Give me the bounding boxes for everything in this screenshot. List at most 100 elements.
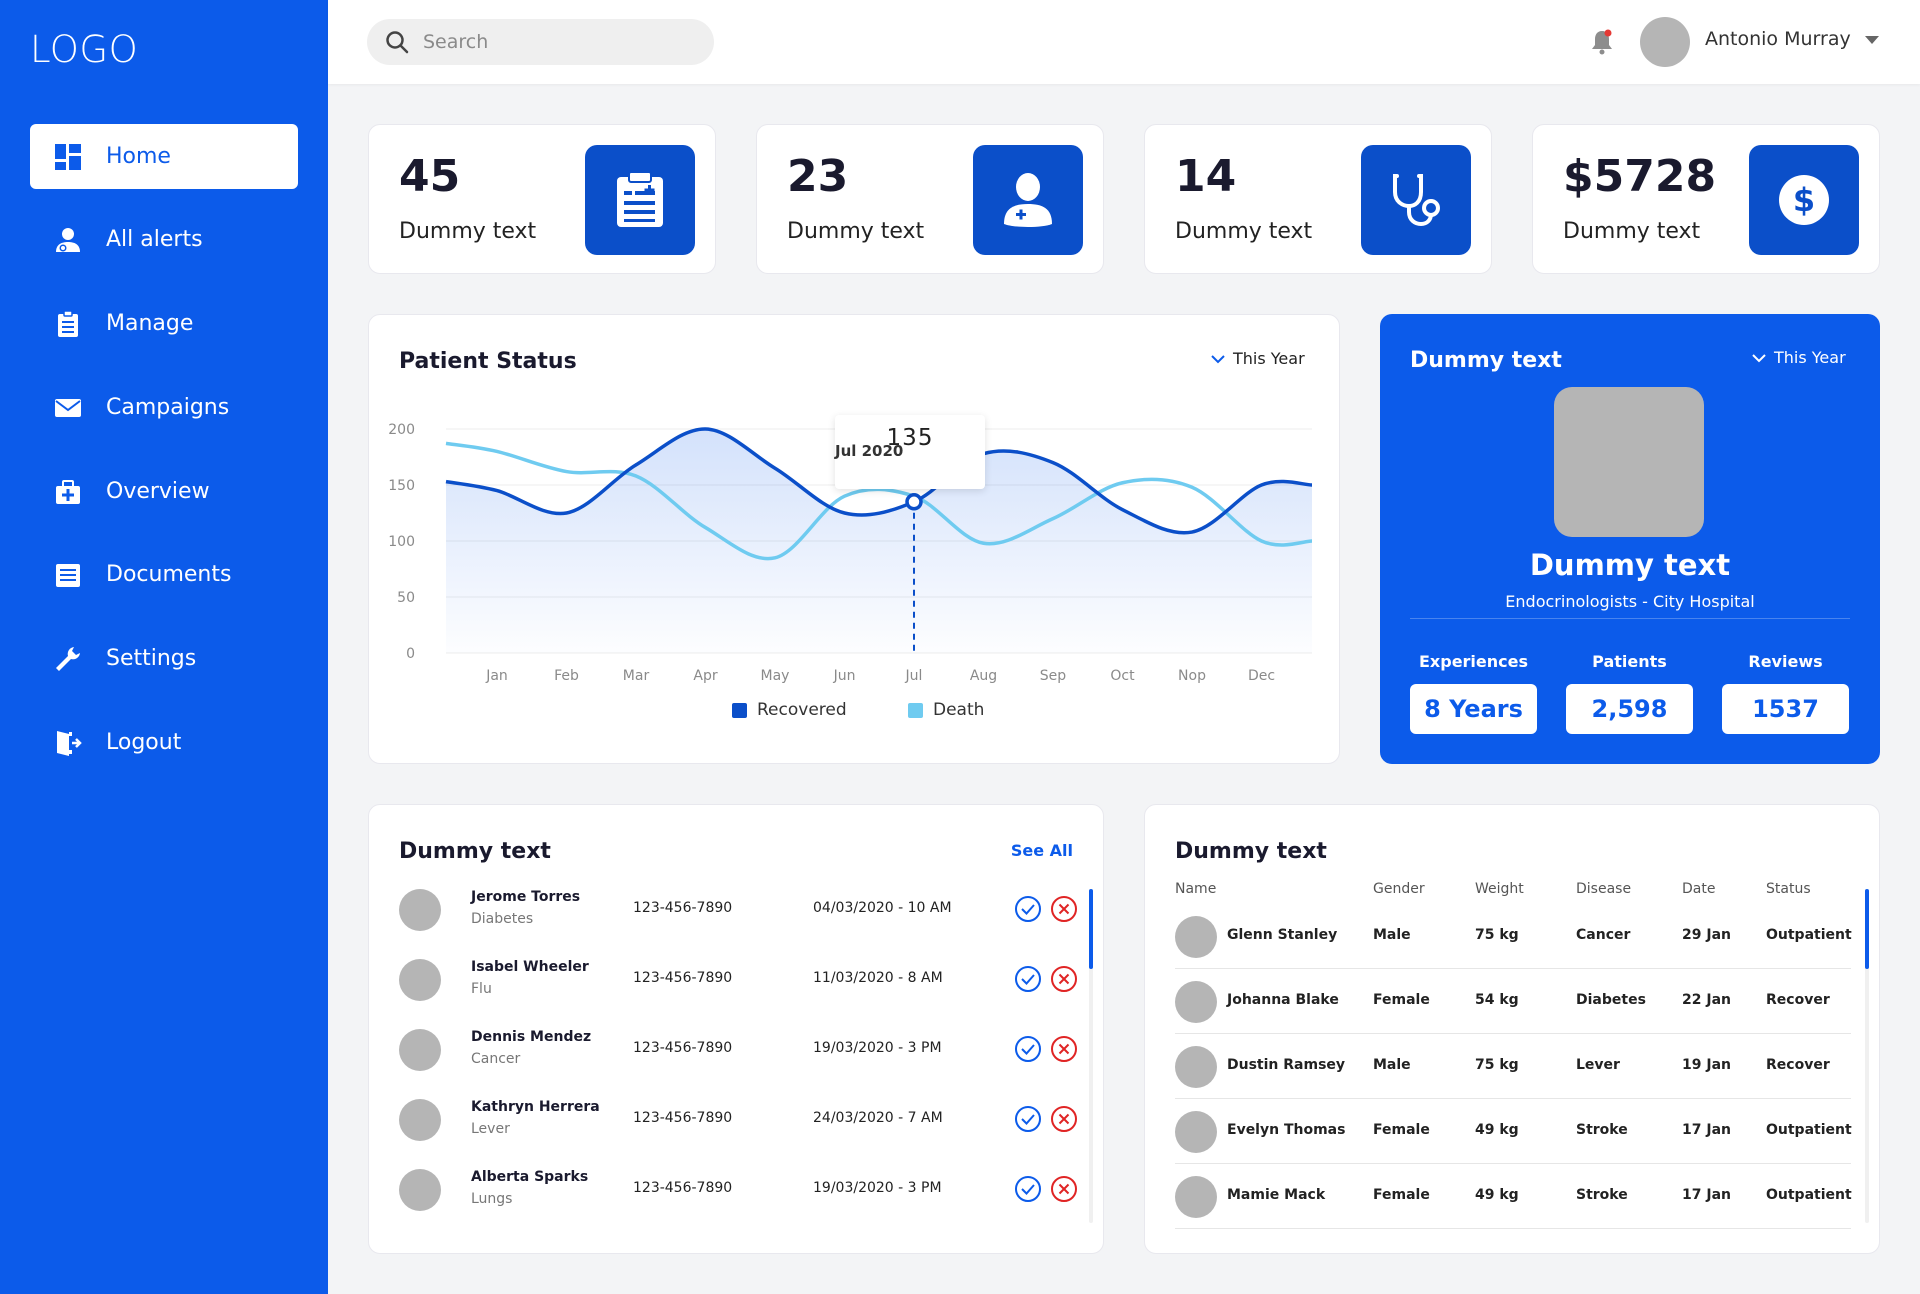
column-header: Name [1175, 881, 1217, 897]
appointment-date: 19/03/2020 - 3 PM [813, 1180, 942, 1196]
accept-check-icon[interactable] [1014, 1035, 1042, 1063]
patient-name: Isabel Wheeler [471, 959, 589, 975]
avatar [399, 1099, 441, 1141]
table-row[interactable]: Evelyn Thomas Female 49 kg Stroke 17 Jan… [1175, 1099, 1852, 1164]
x-tick-label: Feb [554, 668, 579, 684]
reject-x-icon[interactable] [1050, 965, 1078, 993]
avatar [399, 889, 441, 931]
sidebar-item-campaigns[interactable]: Campaigns [30, 375, 298, 440]
list-item[interactable]: Alberta Sparks Lungs 123-456-7890 19/03/… [399, 1169, 1079, 1239]
search-input[interactable] [423, 31, 683, 53]
clipboard-icon [54, 309, 82, 338]
cell-name: Dustin Ramsey [1227, 1057, 1346, 1073]
patient-disease: Diabetes [471, 911, 534, 927]
sidebar: LOGO Home All alerts Manage Campaigns Ov… [0, 0, 328, 1294]
wrench-icon [54, 645, 82, 673]
sidebar-item-settings[interactable]: Settings [30, 626, 298, 691]
scrollbar-thumb[interactable] [1865, 889, 1869, 969]
accept-check-icon[interactable] [1014, 895, 1042, 923]
reject-x-icon[interactable] [1050, 1035, 1078, 1063]
clipboard-list-icon [585, 145, 695, 255]
sidebar-item-manage[interactable]: Manage [30, 291, 298, 356]
appointment-date: 19/03/2020 - 3 PM [813, 1040, 942, 1056]
sidebar-item-logout[interactable]: Logout [30, 710, 298, 775]
legend-swatch [908, 702, 923, 718]
highlight-point [905, 493, 923, 511]
user-name[interactable]: Antonio Murray [1705, 28, 1851, 50]
legend-label: Recovered [757, 700, 847, 720]
sidebar-item-home[interactable]: Home [30, 124, 298, 189]
tooltip-date: Jul 2020 [835, 442, 904, 460]
doctor-stat-label: Patients [1592, 652, 1667, 671]
cell-disease: Cancer [1576, 927, 1631, 943]
card-title: Dummy text [399, 839, 551, 864]
sidebar-item-overview[interactable]: Overview [30, 459, 298, 524]
accept-check-icon[interactable] [1014, 1175, 1042, 1203]
x-tick-label: Aug [970, 668, 997, 684]
accept-check-icon[interactable] [1014, 965, 1042, 993]
table-row[interactable]: Johanna Blake Female 54 kg Diabetes 22 J… [1175, 969, 1851, 1034]
user-alert-icon [54, 226, 82, 254]
stethoscope-icon [1361, 145, 1471, 255]
notification-bell-icon[interactable] [1588, 28, 1616, 56]
dashboard-icon [54, 143, 82, 171]
list-item[interactable]: Kathryn Herrera Lever 123-456-7890 24/03… [399, 1099, 1079, 1169]
list-item[interactable]: Jerome Torres Diabetes 123-456-7890 04/0… [399, 889, 1079, 959]
mail-icon [54, 394, 82, 422]
table-row[interactable]: Dustin Ramsey Male 75 kg Lever 19 Jan Re… [1175, 1034, 1851, 1099]
list-item[interactable]: Dennis Mendez Cancer 123-456-7890 19/03/… [399, 1029, 1079, 1099]
search-icon [386, 31, 409, 54]
stat-card: 14 Dummy text [1144, 124, 1492, 274]
column-header: Disease [1576, 881, 1632, 897]
y-tick-label: 150 [388, 478, 415, 494]
cell-gender: Female [1373, 1187, 1430, 1203]
patient-name: Alberta Sparks [471, 1169, 589, 1185]
patient-status-card: Patient Status This Year 0 50 100 150 200 Jan… [368, 314, 1340, 764]
x-tick-label: Mar [623, 668, 650, 684]
column-header: Gender [1373, 881, 1425, 897]
table-row[interactable]: Mamie Mack Female 49 kg Stroke 17 Jan Ou… [1175, 1164, 1852, 1229]
patient-name: Kathryn Herrera [471, 1099, 600, 1115]
search-bar[interactable] [367, 19, 714, 65]
cell-date: 29 Jan [1682, 927, 1731, 943]
y-tick-label: 0 [406, 646, 415, 662]
cell-weight: 75 kg [1475, 927, 1519, 943]
list-item[interactable]: Isabel Wheeler Flu 123-456-7890 11/03/20… [399, 959, 1079, 1029]
period-label: This Year [1774, 348, 1846, 367]
period-dropdown[interactable]: This Year [1211, 349, 1305, 368]
sidebar-item-all-alerts[interactable]: All alerts [30, 207, 298, 272]
see-all-link[interactable]: See All [1010, 841, 1073, 860]
doctor-name: Dummy text [1529, 548, 1731, 582]
cell-name: Glenn Stanley [1227, 927, 1338, 943]
scrollbar-thumb[interactable] [1089, 889, 1093, 969]
cell-status: Recover [1766, 1057, 1830, 1073]
accept-check-icon[interactable] [1014, 1105, 1042, 1133]
reject-x-icon[interactable] [1050, 895, 1078, 923]
scrollbar[interactable] [1089, 889, 1093, 1223]
scrollbar[interactable] [1865, 889, 1869, 1223]
period-dropdown[interactable]: This Year [1752, 348, 1846, 367]
chevron-down-icon[interactable] [1864, 34, 1880, 46]
sidebar-item-documents[interactable]: Documents [30, 542, 298, 607]
medical-kit-icon [54, 478, 82, 506]
patient-name: Jerome Torres [471, 889, 581, 905]
avatar [399, 1029, 441, 1071]
reject-x-icon[interactable] [1050, 1175, 1078, 1203]
sidebar-item-label: Manage [106, 311, 194, 336]
column-header: Status [1766, 881, 1811, 897]
x-tick-label: Nop [1178, 668, 1206, 684]
reject-x-icon[interactable] [1050, 1105, 1078, 1133]
x-tick-label: Jul [905, 668, 923, 684]
logout-icon [54, 729, 82, 757]
stat-label: Dummy text [399, 219, 537, 244]
table-row[interactable]: Glenn Stanley Male 75 kg Cancer 29 Jan O… [1175, 904, 1852, 969]
card-title: Dummy text [1175, 839, 1327, 864]
x-tick-label: Oct [1110, 668, 1135, 684]
cell-gender: Female [1373, 992, 1430, 1008]
doctor-stat-label: Reviews [1748, 652, 1823, 671]
stat-value: 14 [1175, 151, 1237, 202]
sidebar-item-label: Overview [106, 479, 210, 504]
user-avatar[interactable] [1640, 17, 1690, 67]
doctor-stat-value: 1537 [1722, 684, 1849, 734]
avatar [1175, 1176, 1217, 1218]
